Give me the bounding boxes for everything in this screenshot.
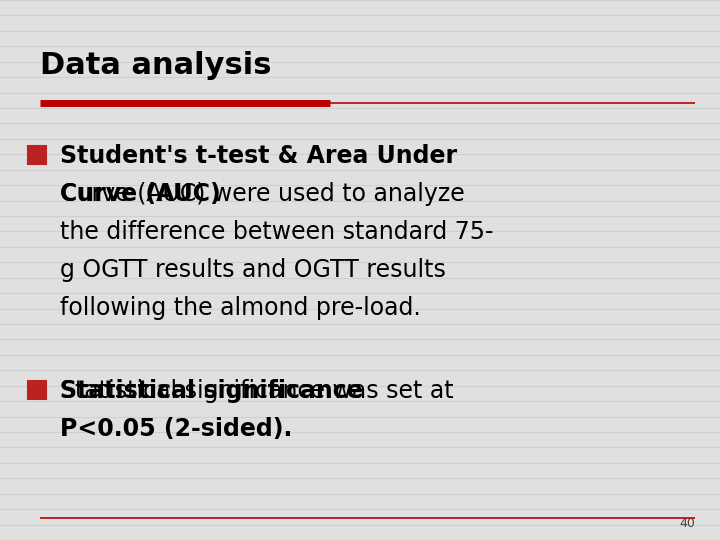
Text: Data analysis: Data analysis <box>40 51 271 80</box>
Text: following the almond pre-load.: following the almond pre-load. <box>60 296 420 320</box>
Text: Statistical significance: Statistical significance <box>60 379 363 403</box>
Text: the difference between standard 75-: the difference between standard 75- <box>60 220 493 244</box>
Text: P<0.05 (2-sided).: P<0.05 (2-sided). <box>60 417 292 441</box>
Text: 40: 40 <box>679 517 695 530</box>
Bar <box>28 146 46 164</box>
Text: g OGTT results and OGTT results: g OGTT results and OGTT results <box>60 258 446 282</box>
Text: Curve (AUC) were used to analyze: Curve (AUC) were used to analyze <box>60 182 464 206</box>
Text: Curve (AUC): Curve (AUC) <box>60 182 221 206</box>
Text: Student's t-test & Area Under: Student's t-test & Area Under <box>60 144 457 168</box>
Text: Statistical significance was set at: Statistical significance was set at <box>60 379 454 403</box>
Bar <box>28 381 46 399</box>
